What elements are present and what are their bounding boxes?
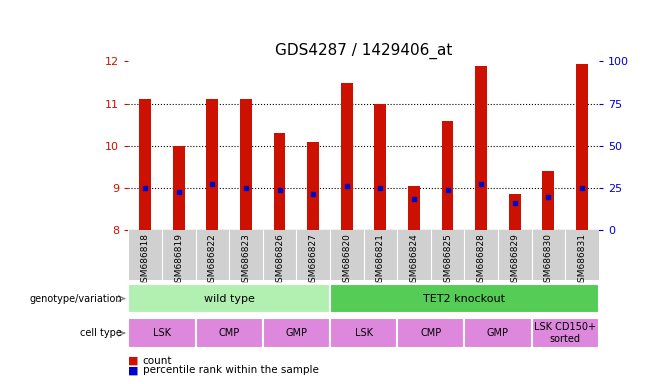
Text: GSM686829: GSM686829 bbox=[510, 233, 519, 288]
Bar bbox=[173, 146, 185, 230]
Text: CMP: CMP bbox=[420, 328, 442, 338]
Text: GSM686826: GSM686826 bbox=[275, 233, 284, 288]
Text: LSK: LSK bbox=[153, 328, 171, 338]
Bar bbox=[274, 133, 286, 230]
Bar bbox=[532, 318, 599, 348]
Text: ■: ■ bbox=[128, 356, 139, 366]
Text: GSM686821: GSM686821 bbox=[376, 233, 385, 288]
Bar bbox=[139, 99, 151, 230]
Text: TET2 knockout: TET2 knockout bbox=[423, 293, 505, 304]
Text: GSM686823: GSM686823 bbox=[241, 233, 251, 288]
Bar bbox=[240, 99, 252, 230]
Bar bbox=[207, 99, 218, 230]
Title: GDS4287 / 1429406_at: GDS4287 / 1429406_at bbox=[275, 43, 452, 59]
Bar bbox=[341, 83, 353, 230]
Bar bbox=[195, 318, 263, 348]
Bar bbox=[509, 194, 520, 230]
Bar bbox=[542, 171, 554, 230]
Text: GMP: GMP bbox=[487, 328, 509, 338]
Text: LSK CD150+
sorted: LSK CD150+ sorted bbox=[534, 322, 596, 344]
Text: GSM686827: GSM686827 bbox=[309, 233, 318, 288]
Text: GSM686831: GSM686831 bbox=[578, 233, 586, 288]
Text: percentile rank within the sample: percentile rank within the sample bbox=[143, 365, 318, 375]
Text: genotype/variation: genotype/variation bbox=[29, 293, 122, 304]
Bar bbox=[330, 284, 599, 313]
Bar bbox=[128, 318, 195, 348]
Text: GMP: GMP bbox=[286, 328, 307, 338]
Text: count: count bbox=[143, 356, 172, 366]
Text: GSM686825: GSM686825 bbox=[443, 233, 452, 288]
Text: GSM686819: GSM686819 bbox=[174, 233, 183, 288]
Bar bbox=[475, 66, 487, 230]
Bar bbox=[374, 104, 386, 230]
Bar bbox=[307, 142, 319, 230]
Text: GSM686818: GSM686818 bbox=[141, 233, 149, 288]
Text: cell type: cell type bbox=[80, 328, 122, 338]
Text: ■: ■ bbox=[128, 365, 139, 375]
Text: CMP: CMP bbox=[218, 328, 240, 338]
Bar bbox=[263, 318, 330, 348]
Text: LSK: LSK bbox=[355, 328, 372, 338]
Text: GSM686830: GSM686830 bbox=[544, 233, 553, 288]
Text: GSM686828: GSM686828 bbox=[476, 233, 486, 288]
Bar bbox=[330, 318, 397, 348]
Text: GSM686822: GSM686822 bbox=[208, 233, 217, 288]
Text: GSM686820: GSM686820 bbox=[342, 233, 351, 288]
Text: GSM686824: GSM686824 bbox=[409, 233, 418, 288]
Bar bbox=[128, 284, 330, 313]
Bar bbox=[465, 318, 532, 348]
Bar bbox=[576, 63, 588, 230]
Bar bbox=[442, 121, 453, 230]
Bar bbox=[397, 318, 465, 348]
Text: wild type: wild type bbox=[204, 293, 255, 304]
Bar bbox=[408, 186, 420, 230]
